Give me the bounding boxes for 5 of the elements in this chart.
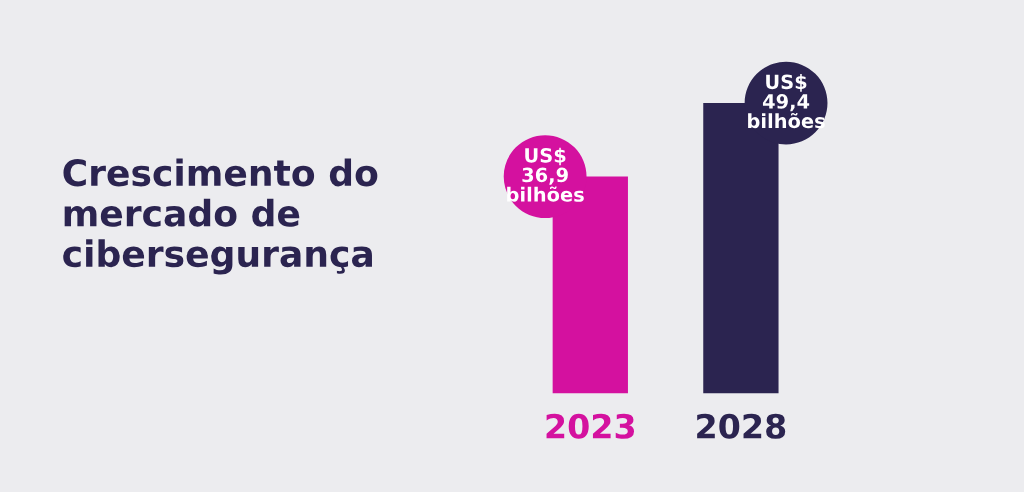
- text: Crescimento do mercado de cibersegurança: [63, 158, 378, 275]
- data-label: US$ 36,9 bilhões: [507, 147, 584, 202]
- x-tick-label: 2023: [546, 413, 635, 439]
- x-tick-label: 2028: [697, 413, 786, 439]
- data-label: US$ 49,4 bilhões: [748, 74, 825, 129]
